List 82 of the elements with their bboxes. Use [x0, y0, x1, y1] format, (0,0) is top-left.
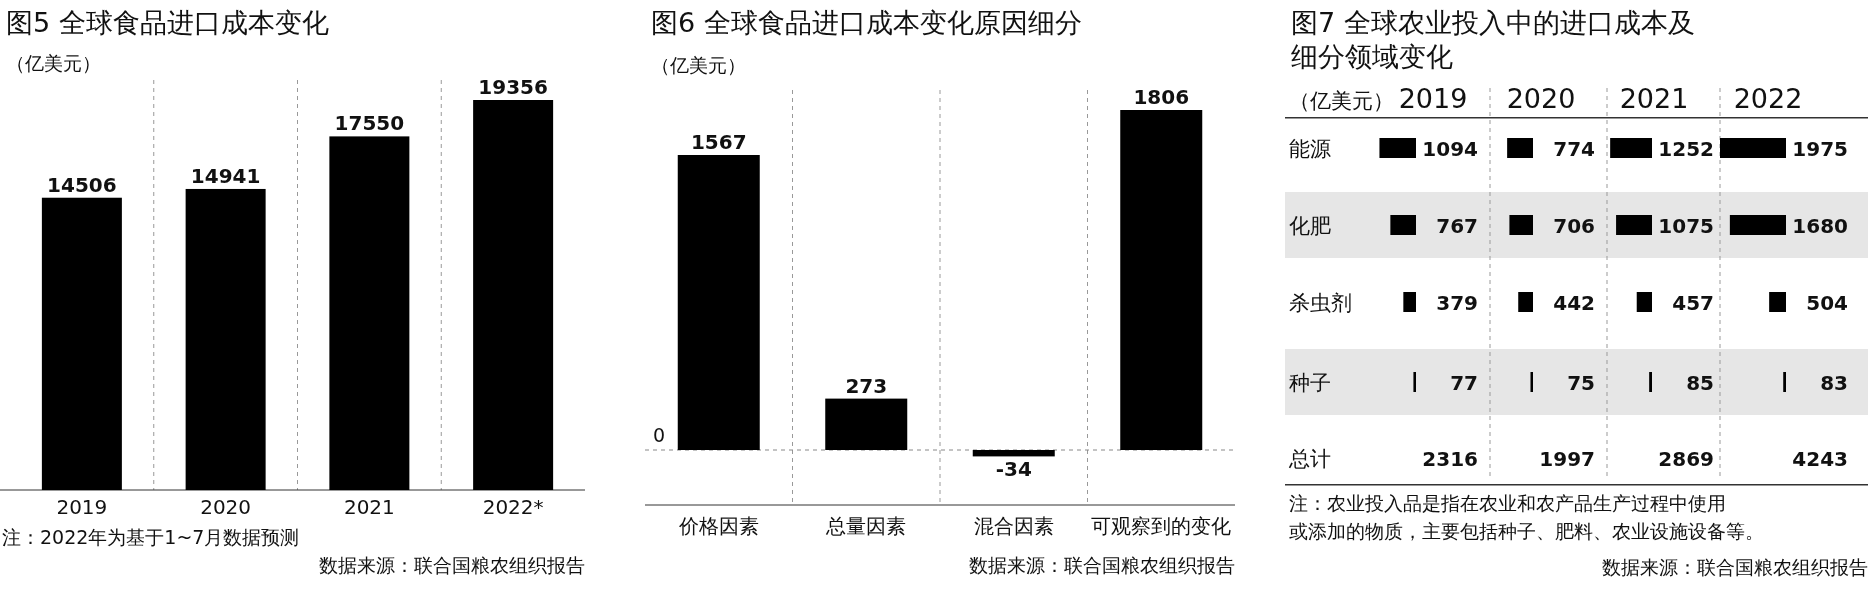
text: 4243	[1792, 447, 1848, 471]
series-label: 2020	[1506, 83, 1576, 114]
text: 或添加的物质，主要包括种子、肥料、农业设施设备等。	[1289, 520, 1764, 542]
data-label: 774	[1553, 137, 1595, 161]
bar	[1507, 138, 1533, 158]
x-tick-label: 2020	[200, 495, 252, 519]
data-label: 1567	[690, 129, 747, 154]
bar	[1729, 215, 1786, 235]
bar	[1379, 138, 1416, 158]
bar	[1509, 215, 1533, 235]
text: 注：农业投入品是指在农业和农产品生产过程中使用	[1289, 492, 1726, 514]
x-tick-label: 总量因素	[825, 514, 907, 538]
bar	[1769, 292, 1786, 312]
chart-title: 图6 全球食品进口成本变化原因细分	[651, 7, 1082, 38]
data-label: 19356	[478, 75, 548, 99]
bar	[1610, 138, 1652, 158]
data-label: 379	[1436, 291, 1478, 315]
y-tick-label: 能源	[1289, 137, 1331, 161]
data-label: 1806	[1133, 85, 1190, 109]
data-label: 1094	[1422, 137, 1478, 161]
y-axis-title: （亿美元）	[6, 52, 101, 74]
data-label: 85	[1686, 371, 1714, 395]
data-label: 273	[845, 373, 888, 398]
x-tick-label: 混合因素	[973, 514, 1054, 538]
ref-line-label: 0	[653, 424, 666, 446]
chart-title: 图5 全球食品进口成本变化	[6, 7, 329, 38]
source-note: 数据来源：联合国粮农组织报告	[319, 554, 585, 576]
text: 图7 全球农业投入中的进口成本及细分领域变化	[1291, 7, 1695, 72]
bar	[1518, 292, 1533, 312]
text: 总计	[1288, 447, 1331, 471]
bar	[1530, 372, 1533, 392]
data-label: 17550	[334, 111, 405, 136]
bar	[1403, 292, 1416, 312]
text: 1997	[1539, 447, 1595, 471]
data-label: 442	[1553, 291, 1595, 315]
bar	[825, 398, 908, 450]
y-tick-label: 化肥	[1289, 214, 1331, 238]
data-label: -34	[995, 457, 1032, 482]
bar	[1616, 215, 1652, 235]
x-tick-label: 2019	[56, 495, 108, 519]
bar	[1783, 372, 1786, 392]
data-label: 1680	[1792, 214, 1848, 238]
series-label: 2019	[1398, 83, 1468, 114]
x-tick-label: 可观察到的变化	[1091, 514, 1232, 538]
bar	[1413, 372, 1416, 392]
bar	[1720, 138, 1786, 158]
text: 2869	[1658, 447, 1714, 471]
source-note: 数据来源：联合国粮农组织报告	[1602, 556, 1868, 578]
bar	[329, 136, 410, 490]
data-label: 77	[1450, 371, 1478, 395]
series-label: 2022	[1733, 83, 1803, 114]
bar	[41, 197, 122, 490]
data-label: 75	[1567, 371, 1595, 395]
data-label: 1975	[1792, 137, 1848, 161]
data-label: 767	[1436, 214, 1478, 238]
bar	[677, 154, 760, 450]
bar	[1120, 110, 1203, 450]
series-label: 2021	[1619, 83, 1689, 114]
x-tick-label: 价格因素	[677, 514, 759, 538]
x-tick-label: 2022*	[482, 495, 544, 519]
data-label: 504	[1806, 291, 1848, 315]
y-axis-title: （亿美元）	[651, 54, 746, 76]
bar	[972, 450, 1055, 457]
data-label: 1075	[1658, 214, 1714, 238]
data-label: 457	[1672, 291, 1714, 315]
source-note: 数据来源：联合国粮农组织报告	[969, 554, 1235, 576]
bar	[1649, 372, 1652, 392]
data-label: 14506	[47, 172, 117, 197]
data-label: 83	[1820, 371, 1848, 395]
y-axis-title: （亿美元）	[1289, 89, 1394, 113]
data-label: 1252	[1658, 137, 1714, 161]
bar	[1636, 292, 1652, 312]
x-tick-label: 2021	[343, 495, 395, 519]
bar	[185, 188, 266, 490]
text: 注：2022年为基于1~7月数据预测	[2, 526, 300, 548]
data-label: 706	[1553, 214, 1595, 238]
bar	[1390, 215, 1416, 235]
y-tick-label: 杀虫剂	[1289, 291, 1352, 315]
bar	[473, 100, 554, 490]
text: 2316	[1422, 447, 1478, 471]
y-tick-label: 种子	[1289, 371, 1331, 395]
data-label: 14941	[190, 163, 261, 188]
